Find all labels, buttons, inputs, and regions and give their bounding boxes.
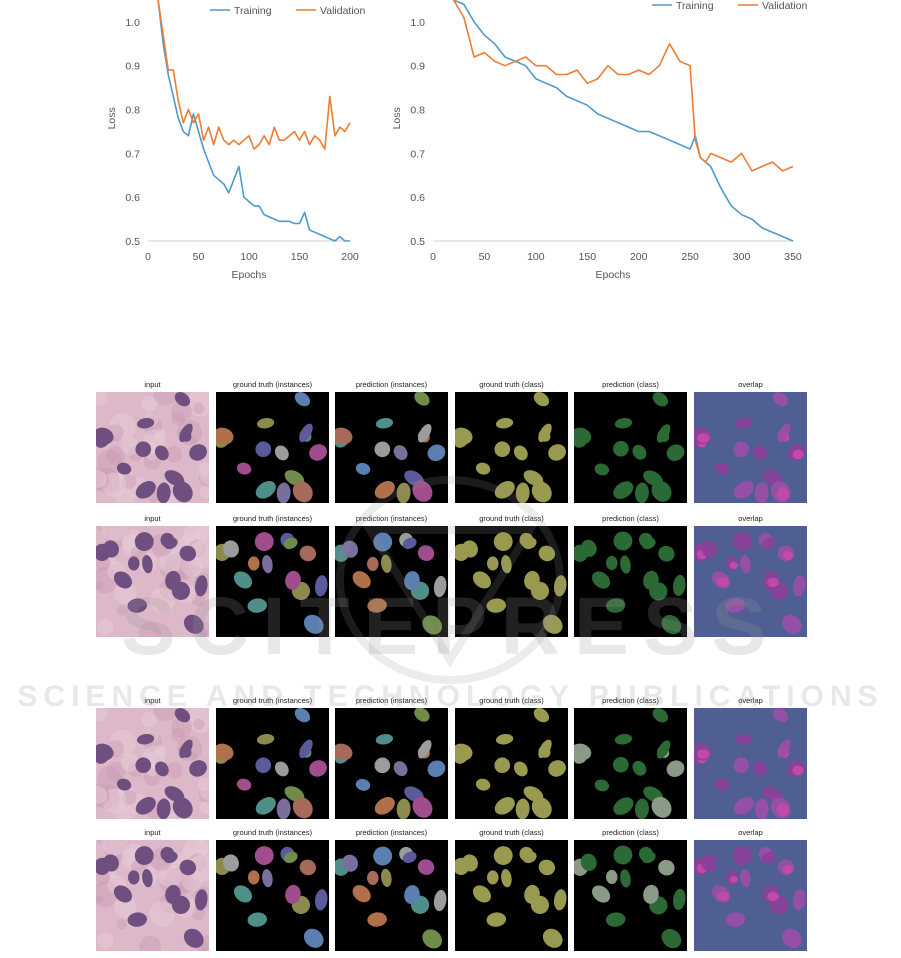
series-line-validation — [452, 0, 794, 172]
panel-title: prediction (instances) — [355, 828, 428, 837]
loss-charts: 0 50 100 150 200 0.5 0.6 0.7 0.8 0.9 1.0 Epochs Loss… — [106, 0, 807, 281]
series-line-validation — [157, 0, 351, 150]
panel-image — [216, 840, 329, 951]
result-row: input ground truth (instances) prediction … — [0, 696, 901, 826]
series-line-training — [157, 0, 350, 242]
result-row: input ground truth (instances) prediction … — [0, 380, 901, 510]
panel-title: prediction (instances) — [355, 514, 428, 523]
panel-title: overlap — [738, 696, 763, 705]
x-tick-label: 350 — [784, 251, 802, 263]
panel-image — [96, 392, 209, 503]
y-axis-label: Loss — [391, 107, 403, 129]
panel-title: prediction (class) — [602, 380, 659, 389]
panel-title: overlap — [738, 380, 763, 389]
panel-image — [216, 526, 329, 637]
panel-title: prediction (instances) — [355, 380, 428, 389]
panel-title: ground truth (class) — [479, 696, 544, 705]
panel-image — [574, 840, 687, 951]
panel-title: ground truth (instances) — [232, 514, 313, 523]
x-tick-label: 150 — [579, 251, 597, 263]
panel-image — [335, 840, 448, 951]
y-tick-label: 0.8 — [410, 105, 425, 117]
x-tick-label: 50 — [479, 251, 491, 263]
panel-image — [694, 840, 807, 951]
legend-label-training: Training — [234, 5, 272, 17]
y-tick-label: 1.0 — [125, 17, 140, 29]
x-tick-label: 200 — [341, 251, 359, 263]
panel-image — [694, 708, 807, 819]
x-axis-label: Epochs — [231, 269, 266, 281]
x-tick-label: 0 — [430, 251, 436, 263]
panel-title: input — [144, 828, 161, 837]
panel-image — [455, 392, 568, 503]
x-tick-label: 200 — [630, 251, 648, 263]
x-tick-label: 150 — [291, 251, 309, 263]
panel-title: ground truth (class) — [479, 828, 544, 837]
x-axis-label: Epochs — [595, 269, 630, 281]
loss-chart-1: 0 50 100 150 200 0.5 0.6 0.7 0.8 0.9 1.0 Epochs Loss… — [106, 0, 365, 281]
panel-image — [455, 708, 568, 819]
panel-image — [335, 526, 448, 637]
y-tick-label: 0.5 — [125, 236, 140, 248]
legend-label-validation: Validation — [320, 5, 365, 17]
panel-image — [216, 392, 329, 503]
panel-title: prediction (class) — [602, 828, 659, 837]
panel-image — [335, 708, 448, 819]
panel-image — [335, 392, 448, 503]
y-tick-label: 0.6 — [125, 192, 140, 204]
x-tick-label: 250 — [681, 251, 699, 263]
y-tick-label: 1.0 — [410, 17, 425, 29]
x-tick-label: 100 — [527, 251, 545, 263]
panel-image — [574, 526, 687, 637]
series-line-training — [453, 0, 794, 242]
x-tick-label: 100 — [240, 251, 258, 263]
y-tick-label: 0.9 — [410, 61, 425, 73]
panel-title: ground truth (instances) — [232, 380, 313, 389]
panel-title: input — [144, 696, 161, 705]
panel-image — [694, 392, 807, 503]
y-tick-label: 0.7 — [125, 148, 140, 160]
panel-title: overlap — [738, 514, 763, 523]
panel-title: ground truth (instances) — [232, 828, 313, 837]
y-axis-label: Loss — [106, 107, 118, 129]
x-tick-label: 300 — [733, 251, 751, 263]
legend-label-training: Training — [676, 0, 714, 12]
x-tick-label: 50 — [193, 251, 205, 263]
y-tick-label: 0.6 — [410, 192, 425, 204]
y-tick-label: 0.7 — [410, 148, 425, 160]
panel-image — [216, 708, 329, 819]
legend-label-validation: Validation — [762, 0, 807, 12]
panel-image — [96, 526, 209, 637]
result-row: input ground truth (instances) prediction … — [0, 514, 901, 644]
panel-image — [574, 392, 687, 503]
y-tick-label: 0.9 — [125, 61, 140, 73]
panel-title: prediction (instances) — [355, 696, 428, 705]
panel-image — [574, 708, 687, 819]
x-tick-label: 0 — [145, 251, 151, 263]
panel-image — [455, 526, 568, 637]
panel-title: ground truth (class) — [479, 380, 544, 389]
panel-title: ground truth (class) — [479, 514, 544, 523]
panel-title: input — [144, 380, 161, 389]
panel-title: input — [144, 514, 161, 523]
panel-image — [96, 840, 209, 951]
panel-image — [96, 708, 209, 819]
panel-image — [455, 840, 568, 951]
panel-title: ground truth (instances) — [232, 696, 313, 705]
panel-title: prediction (class) — [602, 514, 659, 523]
y-tick-label: 0.8 — [125, 105, 140, 117]
panel-image — [694, 526, 807, 637]
result-row: input ground truth (instances) prediction … — [0, 828, 901, 958]
loss-chart-2: 0 50 100 150 200 250 300 350 0.5 0.6 0.7 0.8 0.9 1.0 E… — [391, 0, 807, 281]
panel-title: overlap — [738, 828, 763, 837]
panel-title: prediction (class) — [602, 696, 659, 705]
y-tick-label: 0.5 — [410, 236, 425, 248]
